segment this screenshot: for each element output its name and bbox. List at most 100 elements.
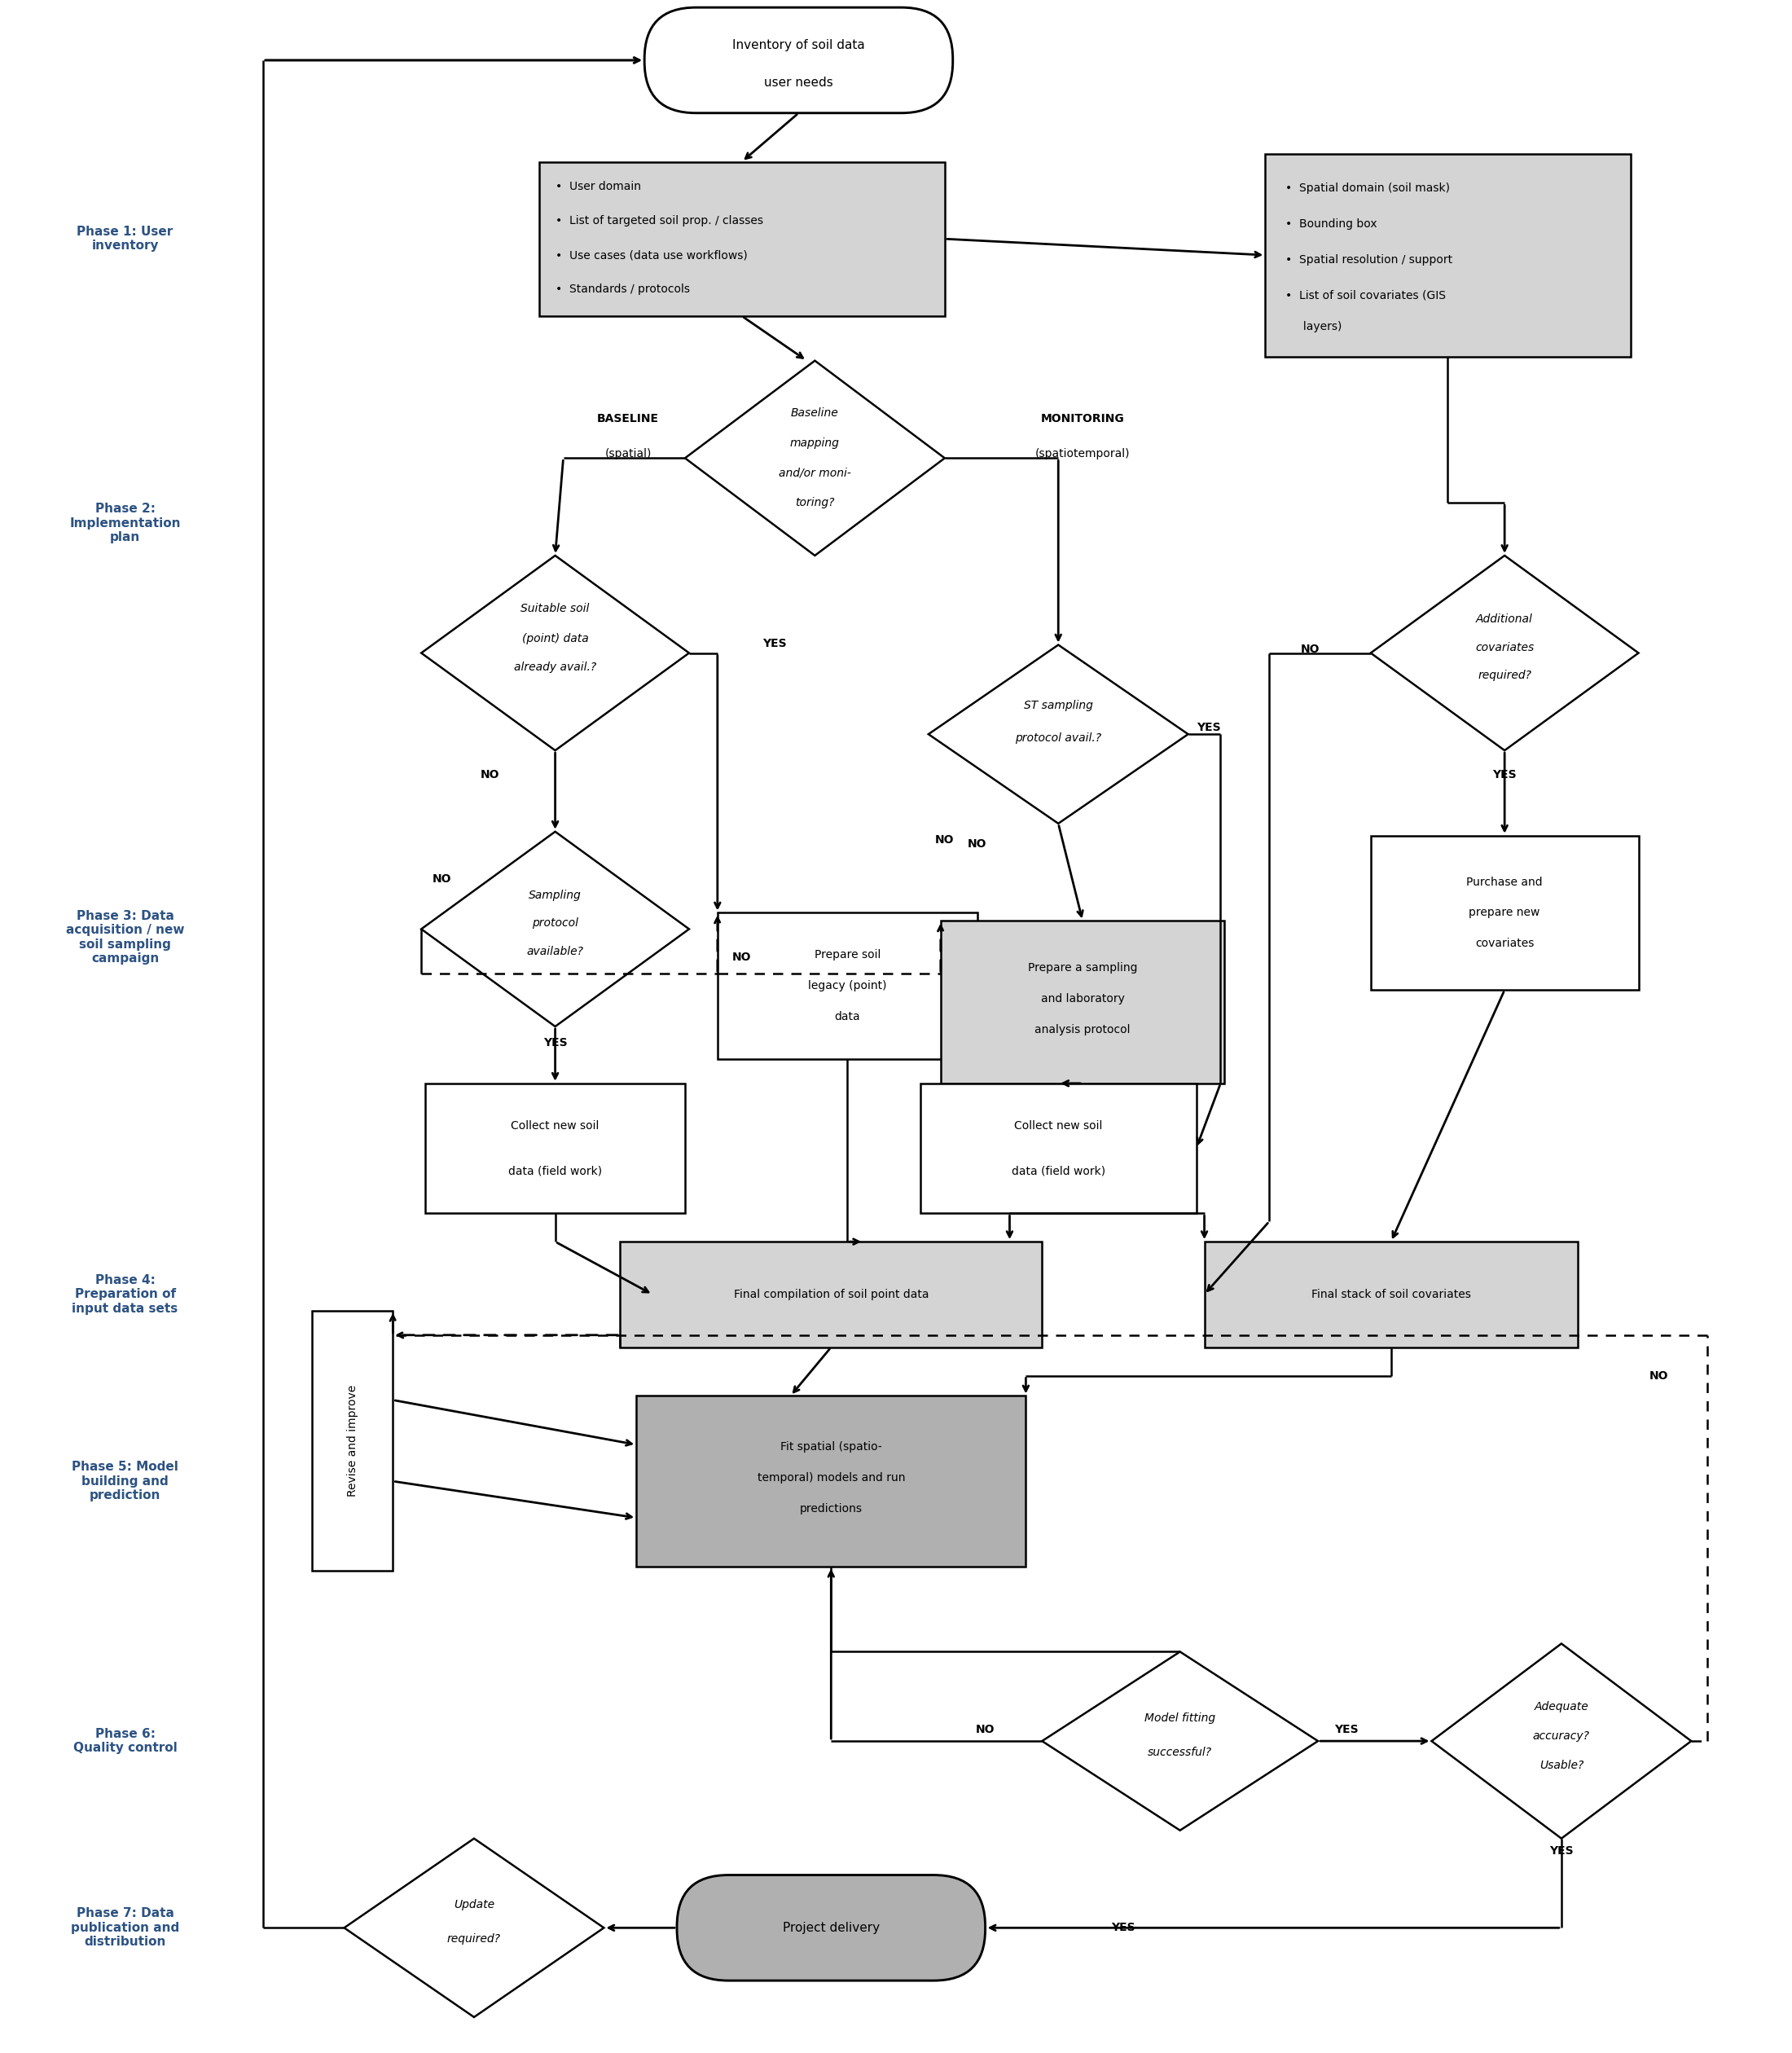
- Text: YES: YES: [762, 638, 787, 649]
- Bar: [1265, 154, 1631, 357]
- Text: YES: YES: [1493, 770, 1516, 780]
- Text: BASELINE: BASELINE: [597, 413, 659, 425]
- Text: •  Use cases (data use workflows): • Use cases (data use workflows): [556, 248, 747, 261]
- Text: Phase 1: User
inventory: Phase 1: User inventory: [77, 226, 174, 253]
- Text: •  Spatial domain (soil mask): • Spatial domain (soil mask): [1285, 183, 1450, 195]
- Text: Inventory of soil data: Inventory of soil data: [733, 39, 866, 51]
- Text: (spatial): (spatial): [606, 448, 652, 460]
- Text: required?: required?: [448, 1934, 502, 1944]
- Text: NO: NO: [935, 834, 955, 846]
- Polygon shape: [685, 361, 944, 556]
- Text: Phase 3: Data
acquisition / new
soil sampling
campaign: Phase 3: Data acquisition / new soil sam…: [66, 909, 185, 965]
- Text: Final compilation of soil point data: Final compilation of soil point data: [733, 1289, 928, 1300]
- Text: Phase 5: Model
building and
prediction: Phase 5: Model building and prediction: [72, 1462, 179, 1501]
- Text: •  List of soil covariates (GIS: • List of soil covariates (GIS: [1285, 289, 1446, 302]
- Text: NO: NO: [733, 953, 751, 963]
- Text: Collect new soil: Collect new soil: [511, 1119, 599, 1131]
- Text: legacy (point): legacy (point): [808, 979, 887, 992]
- Text: Adequate: Adequate: [1534, 1702, 1588, 1712]
- Text: Prepare soil: Prepare soil: [814, 948, 880, 961]
- Text: covariates: covariates: [1475, 938, 1534, 948]
- Text: successful?: successful?: [1149, 1747, 1211, 1757]
- Text: Collect new soil: Collect new soil: [1014, 1119, 1102, 1131]
- Text: user needs: user needs: [763, 76, 833, 88]
- Bar: [312, 1310, 392, 1571]
- Text: NO: NO: [432, 873, 452, 885]
- Text: NO: NO: [975, 1725, 995, 1735]
- Text: protocol avail.?: protocol avail.?: [1014, 733, 1102, 743]
- Text: layers): layers): [1285, 320, 1342, 333]
- Polygon shape: [421, 556, 690, 751]
- Polygon shape: [1432, 1644, 1692, 1839]
- Text: required?: required?: [1478, 669, 1532, 682]
- Text: YES: YES: [1550, 1846, 1573, 1856]
- Text: Prepare a sampling: Prepare a sampling: [1029, 963, 1138, 973]
- Text: Phase 6:
Quality control: Phase 6: Quality control: [73, 1729, 177, 1753]
- Text: Final stack of soil covariates: Final stack of soil covariates: [1312, 1289, 1471, 1300]
- Text: Fit spatial (spatio-: Fit spatial (spatio-: [780, 1441, 882, 1454]
- Text: accuracy?: accuracy?: [1532, 1731, 1590, 1741]
- Text: MONITORING: MONITORING: [1041, 413, 1125, 425]
- Text: Sampling: Sampling: [529, 889, 582, 901]
- Text: YES: YES: [1197, 723, 1220, 733]
- Text: Phase 4:
Preparation of
input data sets: Phase 4: Preparation of input data sets: [72, 1275, 177, 1314]
- Polygon shape: [928, 645, 1188, 823]
- Bar: [717, 914, 977, 1059]
- Bar: [620, 1242, 1043, 1347]
- Text: YES: YES: [543, 1037, 568, 1049]
- Bar: [941, 922, 1224, 1084]
- FancyBboxPatch shape: [677, 1874, 986, 1981]
- Text: covariates: covariates: [1475, 643, 1534, 653]
- Text: toring?: toring?: [796, 497, 835, 509]
- Bar: [425, 1084, 685, 1213]
- Text: mapping: mapping: [790, 437, 840, 450]
- Text: Model fitting: Model fitting: [1145, 1712, 1215, 1725]
- Text: Update: Update: [453, 1899, 495, 1911]
- FancyBboxPatch shape: [645, 8, 953, 113]
- Text: already avail.?: already avail.?: [514, 661, 597, 673]
- Bar: [1204, 1242, 1577, 1347]
- Bar: [1371, 836, 1638, 990]
- Text: ST sampling: ST sampling: [1023, 700, 1093, 712]
- Text: •  User domain: • User domain: [556, 181, 642, 193]
- Text: Suitable soil: Suitable soil: [521, 604, 590, 614]
- Text: data: data: [835, 1010, 860, 1022]
- Text: Additional: Additional: [1477, 614, 1532, 624]
- Text: Revise and improve: Revise and improve: [346, 1384, 358, 1497]
- Text: YES: YES: [1335, 1725, 1358, 1735]
- Text: •  List of targeted soil prop. / classes: • List of targeted soil prop. / classes: [556, 216, 763, 226]
- Polygon shape: [344, 1839, 604, 2018]
- Polygon shape: [1043, 1653, 1317, 1831]
- Text: data (field work): data (field work): [509, 1166, 602, 1176]
- Text: •  Bounding box: • Bounding box: [1285, 218, 1378, 230]
- Text: Phase 7: Data
publication and
distribution: Phase 7: Data publication and distributi…: [72, 1907, 179, 1948]
- Text: •  Spatial resolution / support: • Spatial resolution / support: [1285, 255, 1453, 265]
- Text: Purchase and: Purchase and: [1466, 877, 1543, 887]
- Text: Project delivery: Project delivery: [783, 1922, 880, 1934]
- Text: temporal) models and run: temporal) models and run: [758, 1472, 905, 1484]
- Text: data (field work): data (field work): [1011, 1166, 1106, 1176]
- Text: and/or moni-: and/or moni-: [780, 466, 851, 478]
- Text: (spatiotemporal): (spatiotemporal): [1036, 448, 1131, 460]
- Text: NO: NO: [968, 838, 987, 850]
- Text: predictions: predictions: [799, 1503, 862, 1515]
- Text: protocol: protocol: [532, 918, 579, 930]
- Text: YES: YES: [1111, 1922, 1136, 1934]
- Bar: [921, 1084, 1197, 1213]
- Text: •  Standards / protocols: • Standards / protocols: [556, 283, 690, 296]
- Polygon shape: [421, 831, 690, 1026]
- Text: (point) data: (point) data: [521, 632, 588, 645]
- Text: prepare new: prepare new: [1469, 907, 1539, 918]
- Bar: [636, 1396, 1025, 1566]
- Text: NO: NO: [480, 770, 500, 780]
- Text: available?: available?: [527, 946, 584, 957]
- Text: NO: NO: [1301, 643, 1319, 655]
- Text: analysis protocol: analysis protocol: [1034, 1024, 1131, 1035]
- Bar: [539, 162, 944, 316]
- Polygon shape: [1371, 556, 1638, 751]
- Text: NO: NO: [1649, 1369, 1668, 1382]
- Text: Usable?: Usable?: [1539, 1759, 1584, 1772]
- Text: and laboratory: and laboratory: [1041, 994, 1125, 1004]
- Text: Baseline: Baseline: [790, 409, 839, 419]
- Text: Phase 2:
Implementation
plan: Phase 2: Implementation plan: [70, 503, 181, 544]
